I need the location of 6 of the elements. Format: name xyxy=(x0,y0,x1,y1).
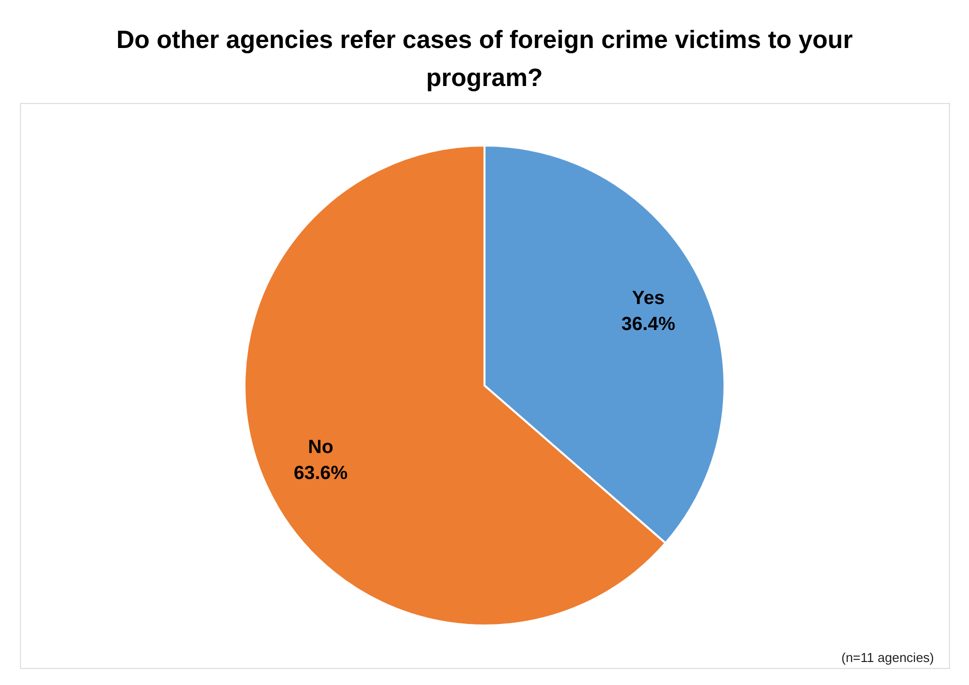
data-label: 63.6% xyxy=(294,463,348,484)
chart-title: Do other agencies refer cases of foreign crime victims to your program? xyxy=(116,26,853,92)
data-label: 36.4% xyxy=(621,314,676,335)
slice-label: Yes xyxy=(632,288,665,309)
slice-label: No xyxy=(308,437,334,458)
text: (n=11 agencies) xyxy=(841,650,934,665)
